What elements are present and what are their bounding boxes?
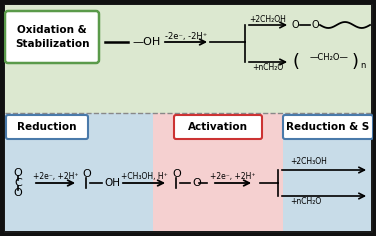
Text: OH: OH	[104, 178, 120, 188]
Text: (: (	[292, 53, 299, 71]
Text: O: O	[192, 178, 201, 188]
Bar	[5, 5, 371, 113]
Text: O: O	[172, 169, 181, 179]
Text: Reduction & S: Reduction & S	[287, 122, 370, 132]
FancyBboxPatch shape	[5, 11, 99, 63]
Text: +CH₃OH, H⁺: +CH₃OH, H⁺	[121, 172, 167, 181]
Text: O: O	[82, 169, 91, 179]
Text: —OH: —OH	[132, 37, 160, 47]
Text: C: C	[14, 178, 22, 188]
Text: +2CH₃OH: +2CH₃OH	[290, 157, 327, 167]
Text: Oxidation &
Stabilization: Oxidation & Stabilization	[15, 25, 89, 49]
Text: +2e⁻, +2H⁺: +2e⁻, +2H⁺	[33, 172, 78, 181]
FancyBboxPatch shape	[6, 115, 88, 139]
Text: O: O	[292, 20, 300, 30]
Text: Activation: Activation	[188, 122, 248, 132]
Text: Reduction: Reduction	[17, 122, 77, 132]
Text: +nCH₂O: +nCH₂O	[252, 63, 283, 72]
Text: O: O	[14, 188, 23, 198]
Bar	[153, 113, 283, 231]
Text: -2e⁻, -2H⁺: -2e⁻, -2H⁺	[165, 31, 207, 41]
Text: +2e⁻, +2H⁺: +2e⁻, +2H⁺	[210, 172, 256, 181]
Bar	[283, 113, 371, 231]
Text: O: O	[311, 20, 318, 30]
Text: ): )	[352, 53, 359, 71]
Bar	[5, 113, 153, 231]
Text: —CH₂O—: —CH₂O—	[310, 54, 349, 63]
Text: +2CH₂OH: +2CH₂OH	[249, 16, 286, 25]
FancyBboxPatch shape	[174, 115, 262, 139]
FancyBboxPatch shape	[283, 115, 373, 139]
Text: O: O	[14, 168, 23, 178]
Text: n: n	[360, 60, 365, 69]
Text: +nCH₂O: +nCH₂O	[290, 198, 321, 206]
